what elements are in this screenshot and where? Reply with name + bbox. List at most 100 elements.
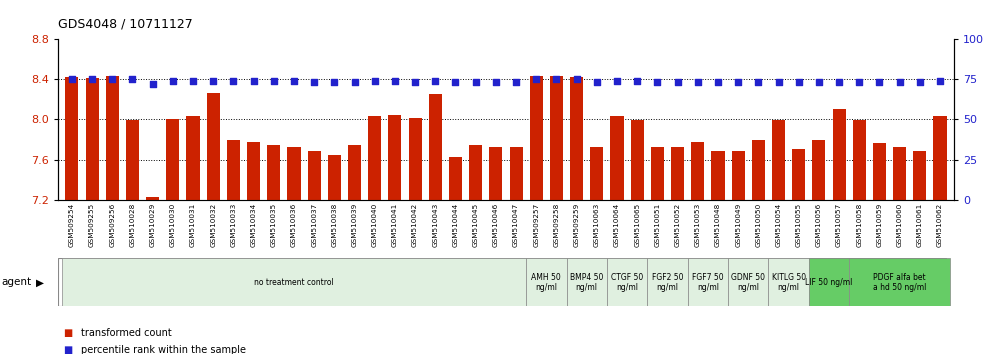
Bar bbox=[813, 139, 826, 200]
Point bbox=[508, 80, 524, 85]
Text: ■: ■ bbox=[63, 346, 72, 354]
Bar bbox=[227, 139, 240, 200]
Text: FGF7 50
ng/ml: FGF7 50 ng/ml bbox=[692, 273, 724, 292]
Bar bbox=[913, 151, 926, 200]
Bar bbox=[630, 120, 643, 200]
Point bbox=[771, 80, 787, 85]
Point bbox=[649, 80, 665, 85]
Bar bbox=[530, 76, 543, 200]
Bar bbox=[711, 151, 724, 200]
Point bbox=[831, 80, 847, 85]
Bar bbox=[146, 197, 159, 200]
Bar bbox=[247, 142, 260, 200]
Text: agent: agent bbox=[1, 277, 31, 287]
Bar bbox=[369, 116, 381, 200]
Text: ▶: ▶ bbox=[36, 277, 44, 287]
Point bbox=[609, 78, 624, 84]
Bar bbox=[308, 151, 321, 200]
Point bbox=[811, 80, 827, 85]
Point bbox=[569, 76, 585, 82]
Bar bbox=[166, 120, 179, 200]
Bar bbox=[728, 258, 769, 306]
Bar bbox=[267, 145, 280, 200]
Point bbox=[144, 81, 160, 87]
Bar bbox=[752, 139, 765, 200]
Point bbox=[589, 80, 605, 85]
Bar bbox=[125, 120, 139, 200]
Point bbox=[730, 80, 746, 85]
Text: LIF 50 ng/ml: LIF 50 ng/ml bbox=[806, 278, 853, 287]
Point bbox=[891, 80, 907, 85]
Bar bbox=[833, 109, 846, 200]
Point bbox=[286, 78, 302, 84]
Bar bbox=[469, 145, 482, 200]
Point bbox=[225, 78, 241, 84]
Bar bbox=[288, 147, 301, 200]
Point bbox=[852, 80, 868, 85]
Bar bbox=[86, 78, 99, 200]
Point bbox=[124, 76, 140, 82]
Bar bbox=[428, 94, 442, 200]
Point bbox=[327, 80, 343, 85]
Bar bbox=[691, 142, 704, 200]
Bar bbox=[792, 149, 806, 200]
Bar bbox=[510, 147, 523, 200]
Text: GDS4048 / 10711127: GDS4048 / 10711127 bbox=[58, 18, 192, 31]
Text: percentile rank within the sample: percentile rank within the sample bbox=[81, 346, 246, 354]
Bar bbox=[591, 147, 604, 200]
Text: GDNF 50
ng/ml: GDNF 50 ng/ml bbox=[731, 273, 765, 292]
Bar bbox=[769, 258, 809, 306]
Point bbox=[246, 78, 262, 84]
Bar bbox=[388, 115, 401, 200]
Text: AMH 50
ng/ml: AMH 50 ng/ml bbox=[532, 273, 561, 292]
Text: no treatment control: no treatment control bbox=[254, 278, 334, 287]
Point bbox=[750, 80, 766, 85]
Bar bbox=[489, 147, 502, 200]
Point bbox=[791, 80, 807, 85]
Point bbox=[912, 80, 928, 85]
Point bbox=[64, 76, 80, 82]
Point bbox=[105, 76, 121, 82]
Bar bbox=[772, 120, 785, 200]
Bar bbox=[647, 258, 687, 306]
Text: ■: ■ bbox=[63, 328, 72, 338]
Text: CTGF 50
ng/ml: CTGF 50 ng/ml bbox=[611, 273, 643, 292]
Point bbox=[347, 80, 363, 85]
Bar bbox=[567, 258, 607, 306]
Bar bbox=[408, 119, 421, 200]
Bar bbox=[62, 258, 526, 306]
Bar bbox=[206, 93, 220, 200]
Point bbox=[669, 80, 685, 85]
Point bbox=[872, 80, 887, 85]
Point bbox=[367, 78, 382, 84]
Text: PDGF alfa bet
a hd 50 ng/ml: PDGF alfa bet a hd 50 ng/ml bbox=[872, 273, 926, 292]
Bar bbox=[809, 258, 850, 306]
Point bbox=[932, 78, 948, 84]
Bar bbox=[106, 76, 119, 200]
Bar bbox=[933, 116, 946, 200]
Point bbox=[185, 78, 201, 84]
Text: transformed count: transformed count bbox=[81, 328, 171, 338]
Point bbox=[427, 78, 443, 84]
Point bbox=[165, 78, 181, 84]
Point bbox=[528, 76, 544, 82]
Point bbox=[407, 80, 423, 85]
Point bbox=[549, 76, 565, 82]
Bar bbox=[186, 116, 199, 200]
Bar bbox=[66, 77, 79, 200]
Bar bbox=[853, 120, 866, 200]
Text: KITLG 50
ng/ml: KITLG 50 ng/ml bbox=[772, 273, 806, 292]
Point bbox=[447, 80, 463, 85]
Bar bbox=[328, 155, 341, 200]
Bar bbox=[449, 157, 462, 200]
Bar bbox=[570, 77, 584, 200]
Bar bbox=[526, 258, 567, 306]
Point bbox=[84, 76, 100, 82]
Bar bbox=[893, 147, 906, 200]
Text: BMP4 50
ng/ml: BMP4 50 ng/ml bbox=[570, 273, 604, 292]
Bar bbox=[550, 76, 563, 200]
Point bbox=[488, 80, 504, 85]
Bar bbox=[671, 147, 684, 200]
Point bbox=[690, 80, 706, 85]
Point bbox=[266, 78, 282, 84]
